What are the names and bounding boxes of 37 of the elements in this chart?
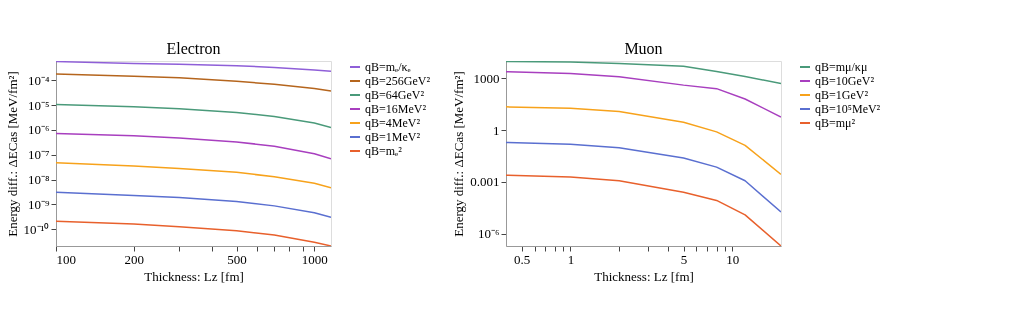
x-tick-label: 0.5	[514, 251, 531, 267]
legend-label: qB=mμ/κμ	[815, 60, 868, 74]
chart-title: Electron	[166, 40, 221, 57]
y-tick-label: 10⁻⁷	[27, 147, 50, 163]
x-tick-label: 1	[567, 251, 575, 267]
x-tick-label: 100	[56, 251, 76, 267]
legend-label: qB=10⁵MeV²	[815, 102, 881, 116]
legend-label: qB=256GeV²	[365, 74, 431, 88]
legend-label: qB=mₑ²	[365, 144, 403, 158]
y-axis-title: Energy diff.: ΔECas [MeV/fm²]	[451, 71, 467, 237]
y-tick-label: 10⁻⁶	[27, 122, 50, 138]
y-axis-title: Energy diff.: ΔECas [MeV/fm²]	[4, 71, 20, 237]
x-tick-label: 5	[680, 251, 688, 267]
x-tick-label: 500	[227, 251, 247, 267]
chart-title: Muon	[624, 40, 663, 57]
y-tick-label: 10⁻⁴	[27, 72, 50, 88]
y-tick-label: 1000	[473, 70, 500, 86]
y-tick-label: 10⁻⁶	[477, 226, 500, 242]
x-tick-label: 10	[726, 251, 740, 267]
legend-label: qB=1GeV²	[815, 88, 869, 102]
legend-label: qB=mμ²	[815, 116, 856, 130]
y-tick-label: 10⁻⁹	[27, 196, 50, 212]
x-axis-title: Thickness: Lz [fm]	[594, 268, 694, 284]
x-tick-label: 1000	[301, 251, 328, 267]
y-tick-label: 0.001	[470, 174, 500, 190]
legend-label: qB=mₑ/κₑ	[365, 60, 411, 74]
y-tick-label: 1	[493, 122, 500, 138]
legend-label: qB=16MeV²	[365, 102, 427, 116]
legend-label: qB=4MeV²	[365, 116, 421, 130]
y-tick-label: 10⁻¹⁰	[23, 221, 50, 237]
legend-label: qB=10GeV²	[815, 74, 875, 88]
y-tick-label: 10⁻⁸	[27, 172, 50, 188]
legend-label: qB=1MeV²	[365, 130, 421, 144]
x-axis-title: Thickness: Lz [fm]	[144, 268, 244, 284]
legend-label: qB=64GeV²	[365, 88, 425, 102]
y-tick-label: 10⁻⁵	[27, 97, 50, 113]
x-tick-label: 200	[124, 251, 145, 267]
